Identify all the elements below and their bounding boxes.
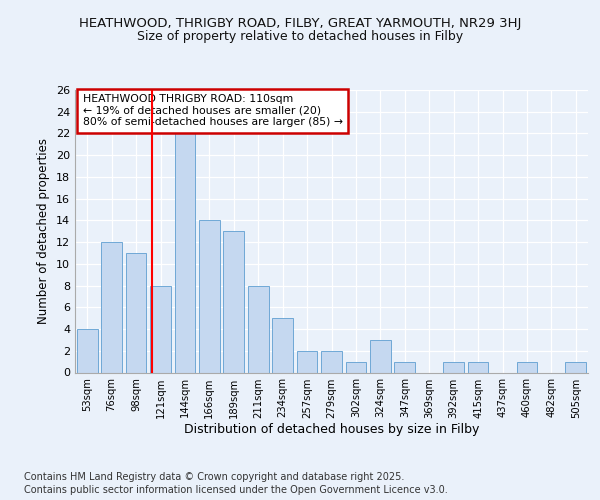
X-axis label: Distribution of detached houses by size in Filby: Distribution of detached houses by size … [184, 424, 479, 436]
Bar [223, 231, 244, 372]
Bar [346, 362, 367, 372]
Bar [296, 351, 317, 372]
Bar [175, 134, 196, 372]
Bar [394, 362, 415, 372]
Bar [125, 253, 146, 372]
Bar [199, 220, 220, 372]
Text: Size of property relative to detached houses in Filby: Size of property relative to detached ho… [137, 30, 463, 43]
Text: Contains public sector information licensed under the Open Government Licence v3: Contains public sector information licen… [24, 485, 448, 495]
Bar [565, 362, 586, 372]
Text: HEATHWOOD THRIGBY ROAD: 110sqm
← 19% of detached houses are smaller (20)
80% of : HEATHWOOD THRIGBY ROAD: 110sqm ← 19% of … [83, 94, 343, 128]
Bar [248, 286, 269, 372]
Bar [370, 340, 391, 372]
Bar [150, 286, 171, 372]
Text: HEATHWOOD, THRIGBY ROAD, FILBY, GREAT YARMOUTH, NR29 3HJ: HEATHWOOD, THRIGBY ROAD, FILBY, GREAT YA… [79, 18, 521, 30]
Bar [272, 318, 293, 372]
Text: Contains HM Land Registry data © Crown copyright and database right 2025.: Contains HM Land Registry data © Crown c… [24, 472, 404, 482]
Bar [321, 351, 342, 372]
Bar [517, 362, 538, 372]
Bar [443, 362, 464, 372]
Y-axis label: Number of detached properties: Number of detached properties [37, 138, 50, 324]
Bar [467, 362, 488, 372]
Bar [77, 329, 98, 372]
Bar [101, 242, 122, 372]
